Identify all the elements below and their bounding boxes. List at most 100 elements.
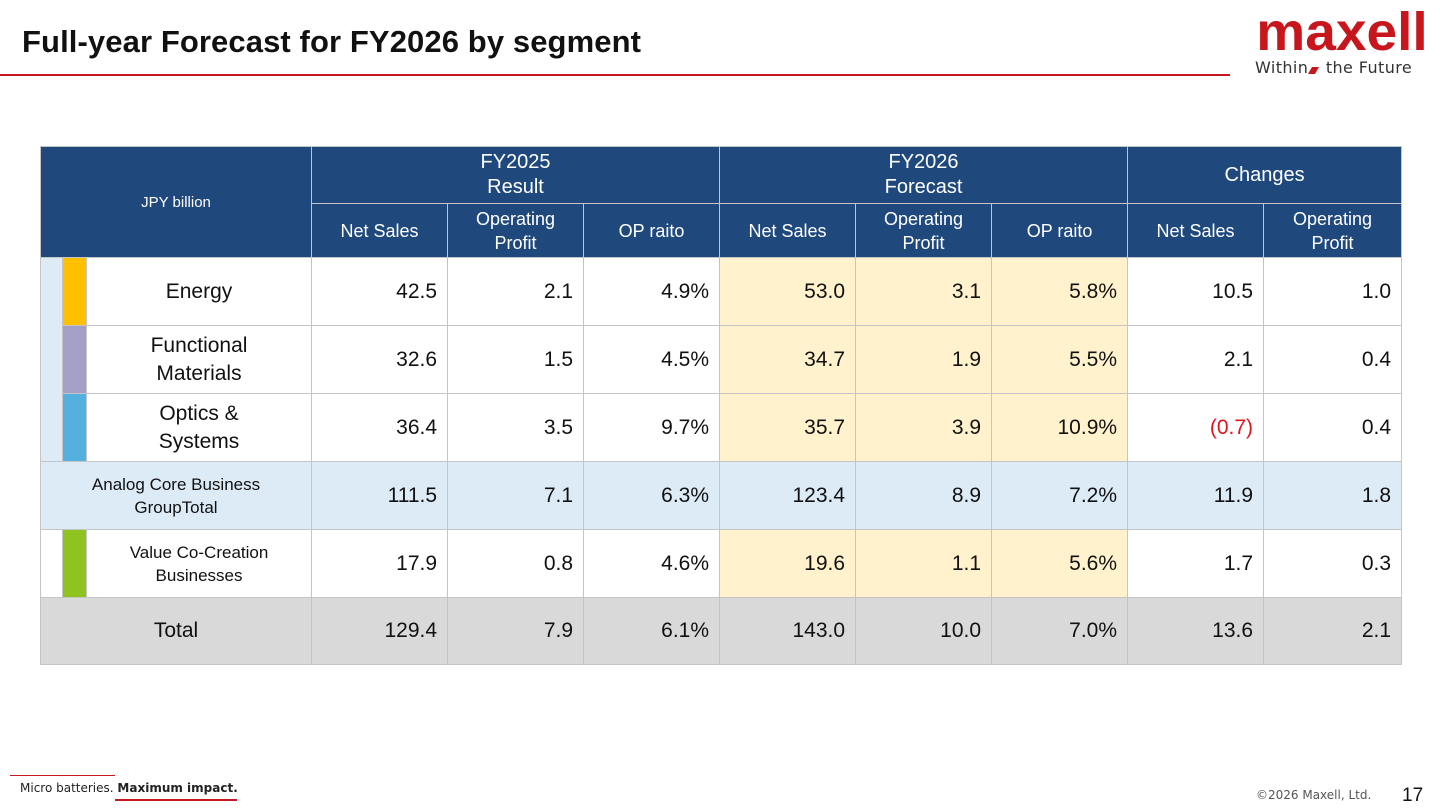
group-fy2026-line1: FY2026	[888, 151, 959, 173]
change-cell: 0.4	[1263, 325, 1403, 394]
col-op-line2: Profit	[494, 232, 537, 253]
footer-tagline-a: Micro batteries.	[20, 781, 114, 795]
value-cell: 7.1	[447, 461, 585, 530]
change-cell: 1.0	[1263, 257, 1403, 326]
change-cell: 13.6	[1127, 597, 1265, 665]
forecast-cell: 3.1	[855, 257, 993, 326]
segment-label-line2: Materials	[156, 361, 242, 385]
group-fy2026: FY2026 Forecast	[719, 146, 1129, 204]
table-row-analog-core-total: Analog Core Business GroupTotal 111.5 7.1…	[39, 461, 1403, 530]
col-operating-profit: Operating Profit	[447, 203, 585, 258]
slide-title: Full-year Forecast for FY2026 by segment	[22, 24, 642, 59]
change-cell: 10.5	[1127, 257, 1265, 326]
analog-core-band	[40, 257, 63, 462]
change-cell: 2.1	[1127, 325, 1265, 394]
change-cell: 11.9	[1127, 461, 1265, 530]
value-cell: 111.5	[311, 461, 449, 530]
col-op-ratio: OP raito	[583, 203, 721, 258]
value-cell: 17.9	[311, 529, 449, 598]
footer-tagline-b: Maximum impact.	[117, 781, 238, 795]
optics-systems-color-swatch	[62, 393, 87, 462]
forecast-cell: 5.6%	[991, 529, 1129, 598]
col-net-sales: Net Sales	[719, 203, 857, 258]
segment-label: Energy	[85, 257, 313, 326]
functional-materials-color-swatch	[62, 325, 87, 394]
value-cell: 7.2%	[991, 461, 1129, 530]
value-cell: 36.4	[311, 393, 449, 462]
forecast-cell: 19.6	[719, 529, 857, 598]
forecast-cell: 34.7	[719, 325, 857, 394]
forecast-cell: 35.7	[719, 393, 857, 462]
logo-accent-icon	[1308, 67, 1320, 74]
blank-band	[40, 529, 63, 598]
value-cell: 6.3%	[583, 461, 721, 530]
value-cell: 123.4	[719, 461, 857, 530]
subtotal-label-line1: Analog Core Business	[91, 474, 261, 494]
change-cell: 0.3	[1263, 529, 1403, 598]
change-cell: 2.1	[1263, 597, 1403, 665]
forecast-cell: 3.9	[855, 393, 993, 462]
value-cell: 7.9	[447, 597, 585, 665]
segment-label: Functional Materials	[85, 325, 313, 394]
copyright: ©2026 Maxell, Ltd.	[1256, 788, 1372, 802]
value-cell: 143.0	[719, 597, 857, 665]
logo-tagline: Within the Future	[1255, 58, 1431, 77]
forecast-cell: 10.9%	[991, 393, 1129, 462]
logo-tagline-a: Within	[1255, 58, 1309, 77]
change-cell-negative: (0.7)	[1127, 393, 1265, 462]
value-cell: 6.1%	[583, 597, 721, 665]
group-fy2025-line2: Result	[487, 176, 544, 198]
segment-label-line1: Functional	[150, 333, 248, 357]
value-cell: 7.0%	[991, 597, 1129, 665]
col-op-line1: Operating	[884, 208, 964, 229]
segment-forecast-table: JPY billion FY2025 Result FY2026 Forecast …	[39, 146, 1403, 665]
forecast-cell: 1.9	[855, 325, 993, 394]
footer-accent-line	[10, 775, 115, 776]
total-label: Total	[39, 597, 313, 665]
header-row-columns: Net Sales Operating Profit OP raito Net S…	[41, 203, 1403, 258]
forecast-cell: 1.1	[855, 529, 993, 598]
table-row-value-cocreation: Value Co-Creation Businesses 17.9 0.8 4.6…	[40, 529, 1403, 598]
value-cell: 3.5	[447, 393, 585, 462]
col-op-ratio: OP raito	[991, 203, 1129, 258]
col-net-sales: Net Sales	[1127, 203, 1265, 258]
segment-label-line2: Systems	[158, 429, 240, 453]
group-fy2025: FY2025 Result	[311, 146, 721, 204]
page-number: 17	[1402, 785, 1424, 806]
forecast-cell: 5.8%	[991, 257, 1129, 326]
header-row-groups: JPY billion FY2025 Result FY2026 Forecast …	[39, 146, 1403, 258]
value-cell: 9.7%	[583, 393, 721, 462]
subtotal-label: Analog Core Business GroupTotal	[39, 461, 313, 530]
change-cell: 1.8	[1263, 461, 1403, 530]
value-cell: 10.0	[855, 597, 993, 665]
change-cell: 0.4	[1263, 393, 1403, 462]
footer-tagline: Micro batteries. Maximum impact.	[20, 781, 238, 795]
value-cell: 42.5	[311, 257, 449, 326]
footer-tagline-underline	[115, 799, 237, 801]
value-cell: 0.8	[447, 529, 585, 598]
table-row-optics-systems: Optics & Systems 36.4 3.5 9.7% 35.7 3.9 1…	[41, 393, 1403, 462]
segment-label: Value Co-Creation Businesses	[85, 529, 313, 598]
col-op-line1: Operating	[476, 208, 556, 229]
table-row-energy: Energy 42.5 2.1 4.9% 53.0 3.1 5.8% 10.5 …	[40, 257, 1403, 462]
change-cell: 1.7	[1127, 529, 1265, 598]
logo-tagline-b: the Future	[1325, 58, 1413, 77]
table-row-functional-materials: Functional Materials 32.6 1.5 4.5% 34.7 1…	[41, 325, 1403, 394]
col-operating-profit: Operating Profit	[855, 203, 993, 258]
value-cell: 129.4	[311, 597, 449, 665]
table-row-total: Total 129.4 7.9 6.1% 143.0 10.0 7.0% 13.…	[39, 597, 1403, 665]
segment-label: Optics & Systems	[85, 393, 313, 462]
subtotal-label-line2: GroupTotal	[134, 497, 218, 517]
forecast-cell: 5.5%	[991, 325, 1129, 394]
col-op-line2: Profit	[1311, 232, 1354, 253]
value-cell: 32.6	[311, 325, 449, 394]
maxell-logo: maxell Within the Future	[1253, 2, 1431, 78]
value-cell: 8.9	[855, 461, 993, 530]
group-changes: Changes	[1127, 146, 1403, 204]
col-net-sales: Net Sales	[311, 203, 449, 258]
value-cell: 2.1	[447, 257, 585, 326]
forecast-cell: 53.0	[719, 257, 857, 326]
group-fy2026-line2: Forecast	[884, 176, 963, 198]
value-cell: 4.9%	[583, 257, 721, 326]
segment-label-line1: Value Co-Creation	[129, 542, 269, 562]
